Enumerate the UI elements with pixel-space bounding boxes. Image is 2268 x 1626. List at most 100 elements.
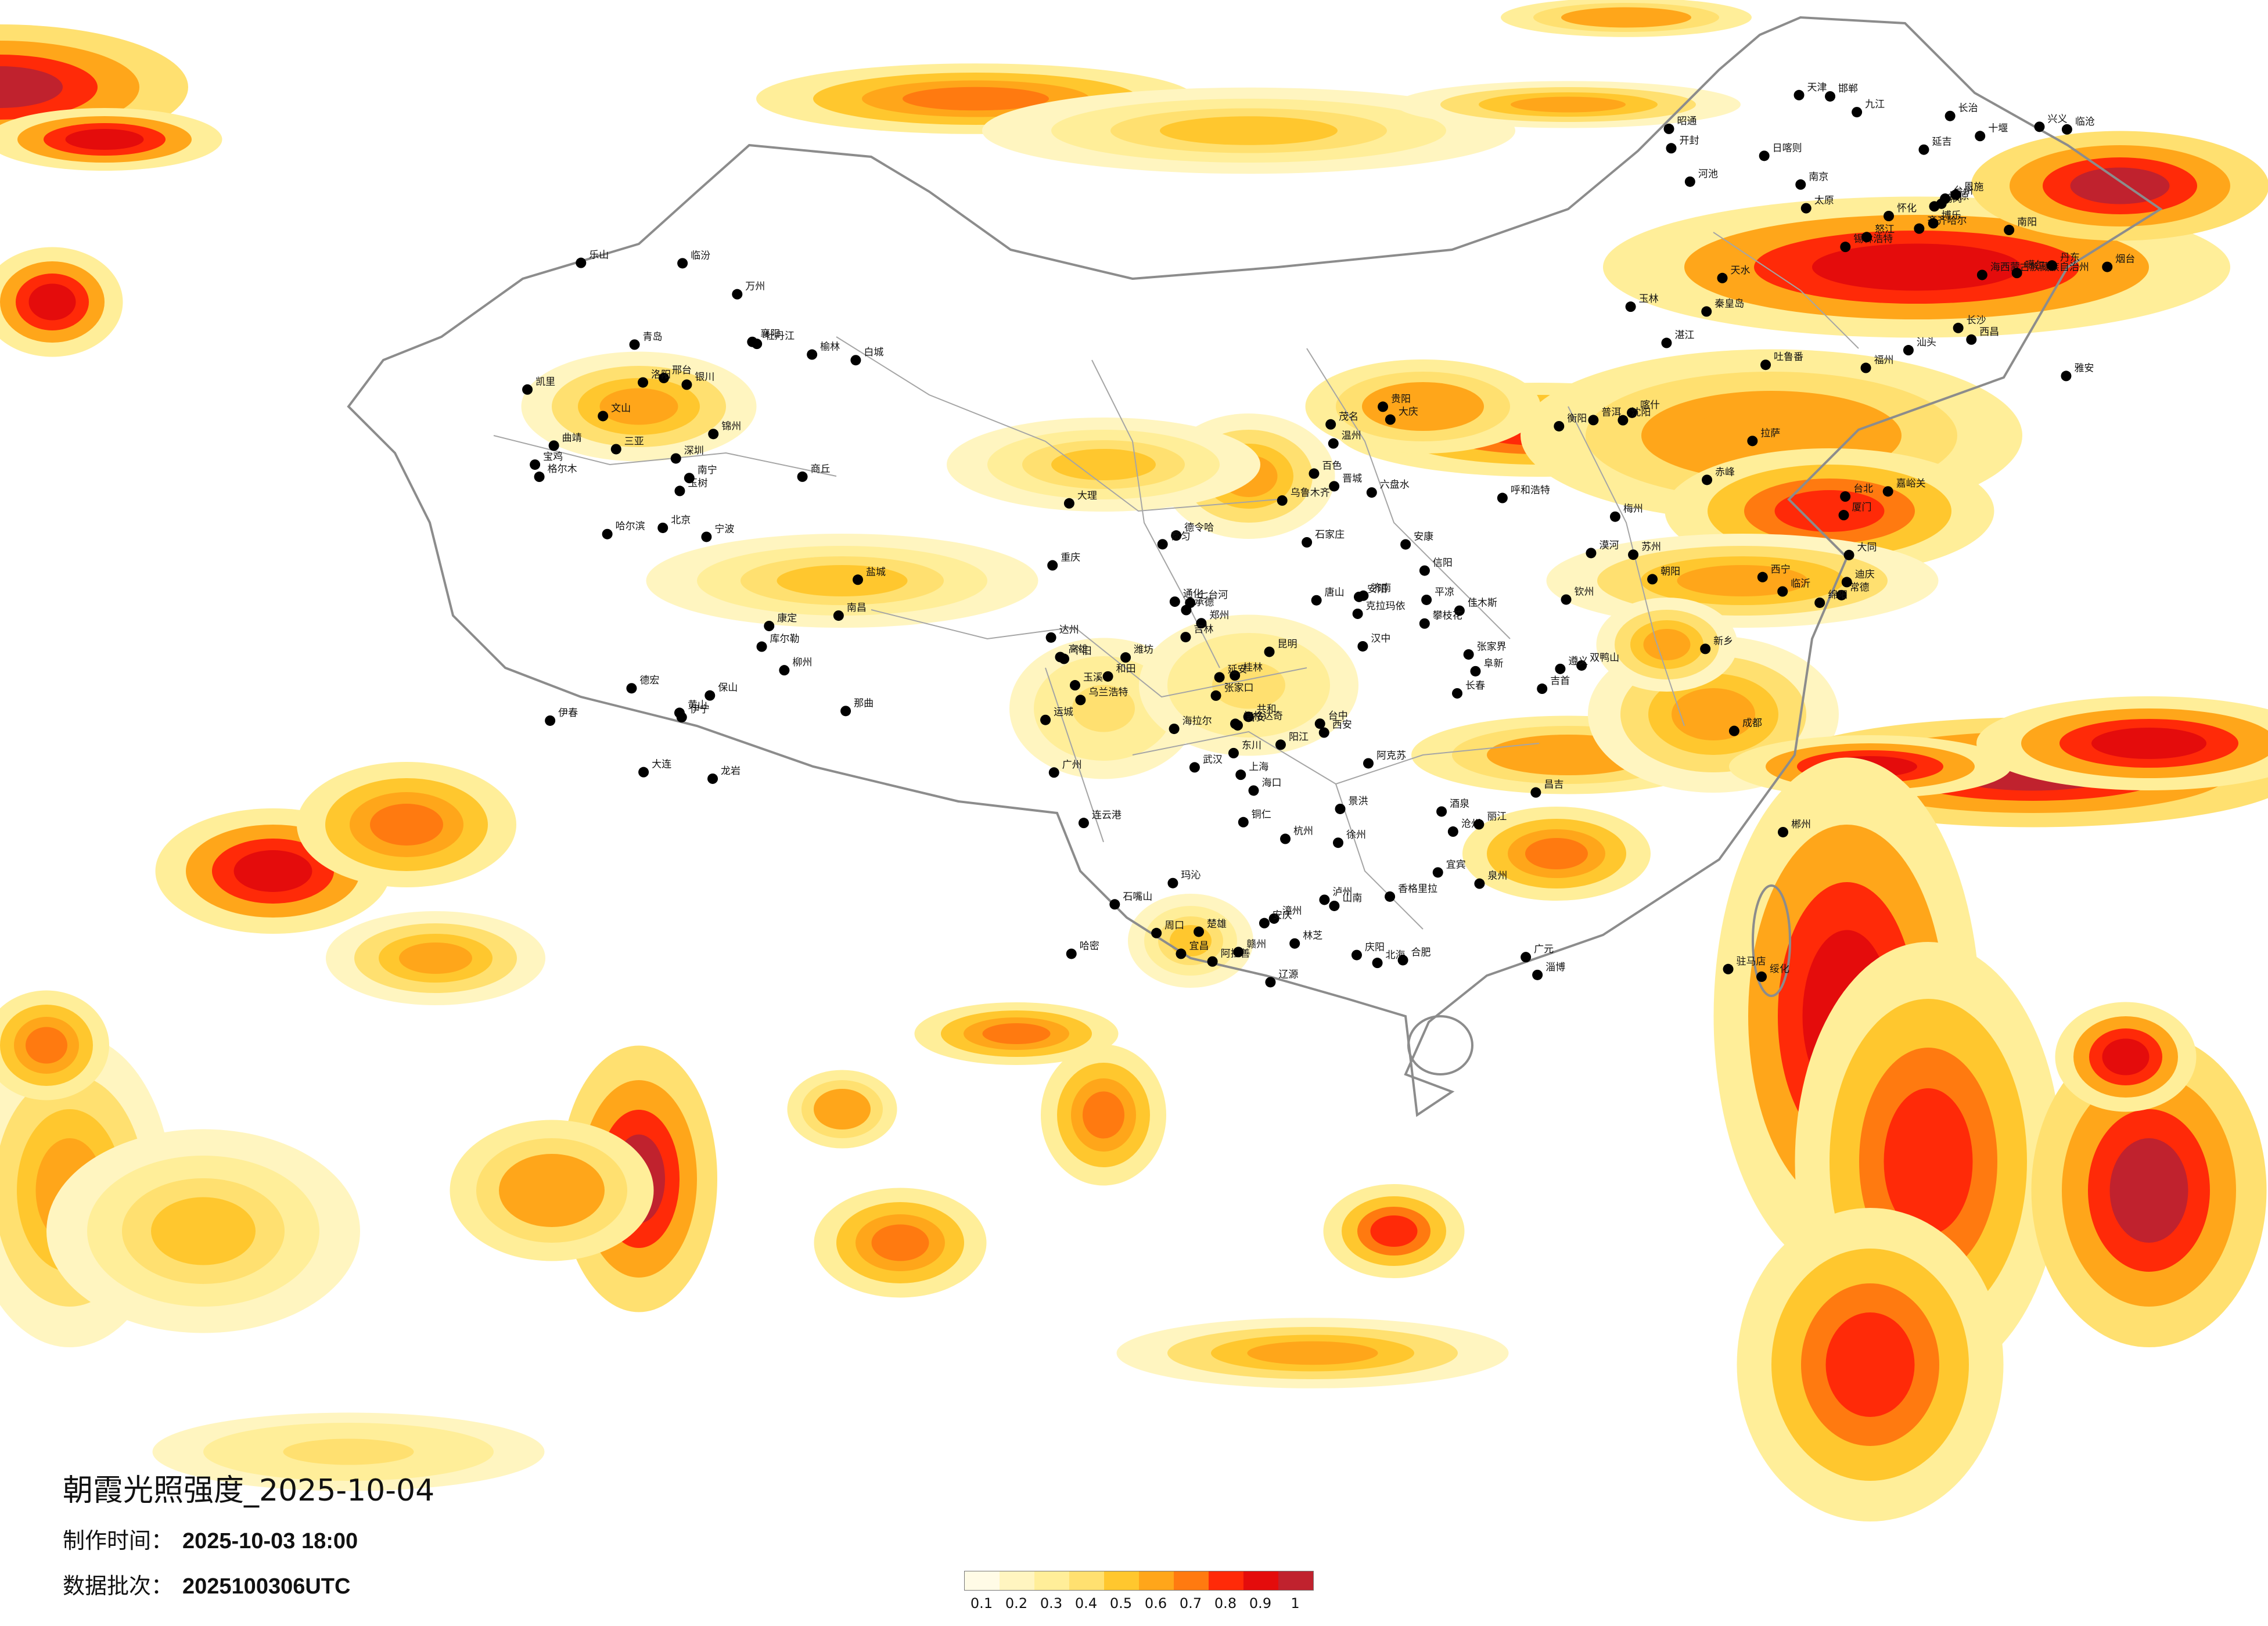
city-dot [1521, 952, 1532, 963]
city-marker: 大同 [1843, 542, 1877, 560]
made-time: 制作时间： 2025-10-03 18:00 [63, 1523, 358, 1555]
city-label: 淄博 [1545, 962, 1565, 973]
city-marker: 德令哈 [1171, 522, 1214, 541]
city-label: 和田 [1116, 663, 1136, 675]
glow-patch [28, 283, 76, 321]
city-dot [1537, 684, 1548, 695]
city-dot [2011, 268, 2022, 279]
city-label: 汕头 [1917, 337, 1936, 348]
city-dot [1625, 301, 1636, 312]
city-marker: 北京 [657, 515, 691, 533]
city-label: 安阳 [1367, 584, 1387, 595]
city-dot [1940, 193, 1951, 204]
taiwan-outline [1752, 884, 1791, 997]
city-label: 庆阳 [1365, 942, 1385, 954]
city-marker: 邯郸 [1825, 83, 1858, 102]
city-marker: 达州 [1045, 624, 1079, 643]
city-marker: 朝阳 [1647, 566, 1680, 585]
city-dot [674, 485, 685, 497]
city-marker: 林芝 [1289, 930, 1322, 949]
city-marker: 赤峰 [1702, 466, 1735, 485]
city-label: 运城 [1054, 707, 1073, 718]
city-marker: 连云港 [1078, 810, 1122, 829]
city-dot [747, 336, 758, 347]
city-dot [1181, 605, 1192, 616]
city-marker: 曲靖 [548, 432, 582, 451]
city-marker: 运城 [1040, 707, 1073, 725]
city-label: 怀化 [1897, 203, 1917, 214]
city-dot [1243, 711, 1254, 722]
city-dot [756, 641, 767, 652]
city-marker: 石嘴山 [1109, 891, 1152, 910]
data-batch: 数据批次： 2025100306UTC [63, 1568, 350, 1600]
map-title: 朝霞光照强度_2025-10-04 [63, 1473, 435, 1508]
city-label: 嘉峪关 [1896, 478, 1926, 490]
city-label: 曲靖 [562, 432, 582, 444]
province-border [1713, 232, 1859, 349]
city-dot [1555, 663, 1566, 674]
city-dot [1289, 938, 1300, 949]
city-marker: 嘉峪关 [1882, 478, 1926, 497]
city-dot [852, 574, 863, 585]
city-dot [1586, 548, 1597, 559]
city-label: 漳州 [1282, 905, 1302, 917]
city-dot [1357, 641, 1368, 652]
city-marker: 白城 [850, 347, 883, 366]
city-label: 绥化 [1770, 963, 1789, 975]
city-dot [1280, 833, 1291, 844]
city-dot [1975, 131, 1986, 142]
city-marker: 龙岩 [707, 765, 741, 784]
city-dot [1700, 643, 1711, 654]
city-label: 伊春 [558, 707, 578, 719]
city-label: 河池 [1698, 168, 1718, 180]
city-dot [1078, 818, 1089, 829]
city-label: 赣州 [1246, 938, 1266, 950]
city-dot [670, 453, 681, 464]
city-marker: 昌吉 [1530, 779, 1563, 798]
city-label: 商丘 [811, 463, 831, 475]
city-dot [1532, 969, 1543, 980]
city-dot [1470, 665, 1481, 677]
glow-patch [1072, 685, 1135, 732]
city-label: 共和 [1257, 703, 1277, 715]
china-outline [347, 16, 2163, 1117]
city-marker: 商丘 [797, 463, 831, 482]
city-label: 乌鲁木齐 [1291, 487, 1330, 499]
city-label: 普洱 [1601, 406, 1621, 418]
city-marker: 遵义 [1555, 656, 1588, 674]
city-dot [522, 384, 533, 395]
city-marker: 德宏 [626, 675, 659, 694]
city-dot [1180, 632, 1191, 643]
city-label: 铜仁 [1252, 809, 1271, 821]
city-label: 平凉 [1435, 587, 1454, 598]
city-label: 驻马店 [1737, 956, 1766, 967]
city-marker: 攀枝花 [1419, 610, 1462, 629]
city-label: 七台河 [1198, 589, 1228, 601]
city-marker: 晋城 [1329, 473, 1362, 492]
city-dot [1852, 107, 1863, 118]
city-dot [1918, 144, 1929, 155]
city-dot [1618, 415, 1629, 426]
city-marker: 博乐 [1928, 210, 1961, 229]
city-label: 凯里 [535, 376, 555, 388]
city-dot [1169, 724, 1180, 735]
city-label: 白城 [864, 347, 883, 358]
city-dot [1063, 498, 1074, 509]
city-marker: 共和 [1243, 703, 1277, 722]
city-label: 唐山 [1325, 587, 1345, 599]
city-dot [1385, 414, 1396, 425]
city-marker: 钦州 [1561, 586, 1594, 605]
city-dot [658, 372, 669, 383]
city-dot [1884, 211, 1895, 222]
city-label: 六盘水 [1380, 479, 1410, 491]
glow-patch [1677, 565, 1808, 596]
city-marker: 漳州 [1268, 905, 1302, 924]
legend-tick-label: 0.3 [1040, 1595, 1063, 1611]
city-marker: 临沂 [1777, 578, 1810, 597]
province-border [1568, 406, 1685, 726]
city-label: 喀什 [1640, 400, 1660, 411]
city-label: 万州 [745, 281, 765, 293]
city-label: 张家界 [1477, 641, 1507, 653]
glow-patch [2109, 1138, 2188, 1243]
city-dot [1235, 769, 1246, 780]
